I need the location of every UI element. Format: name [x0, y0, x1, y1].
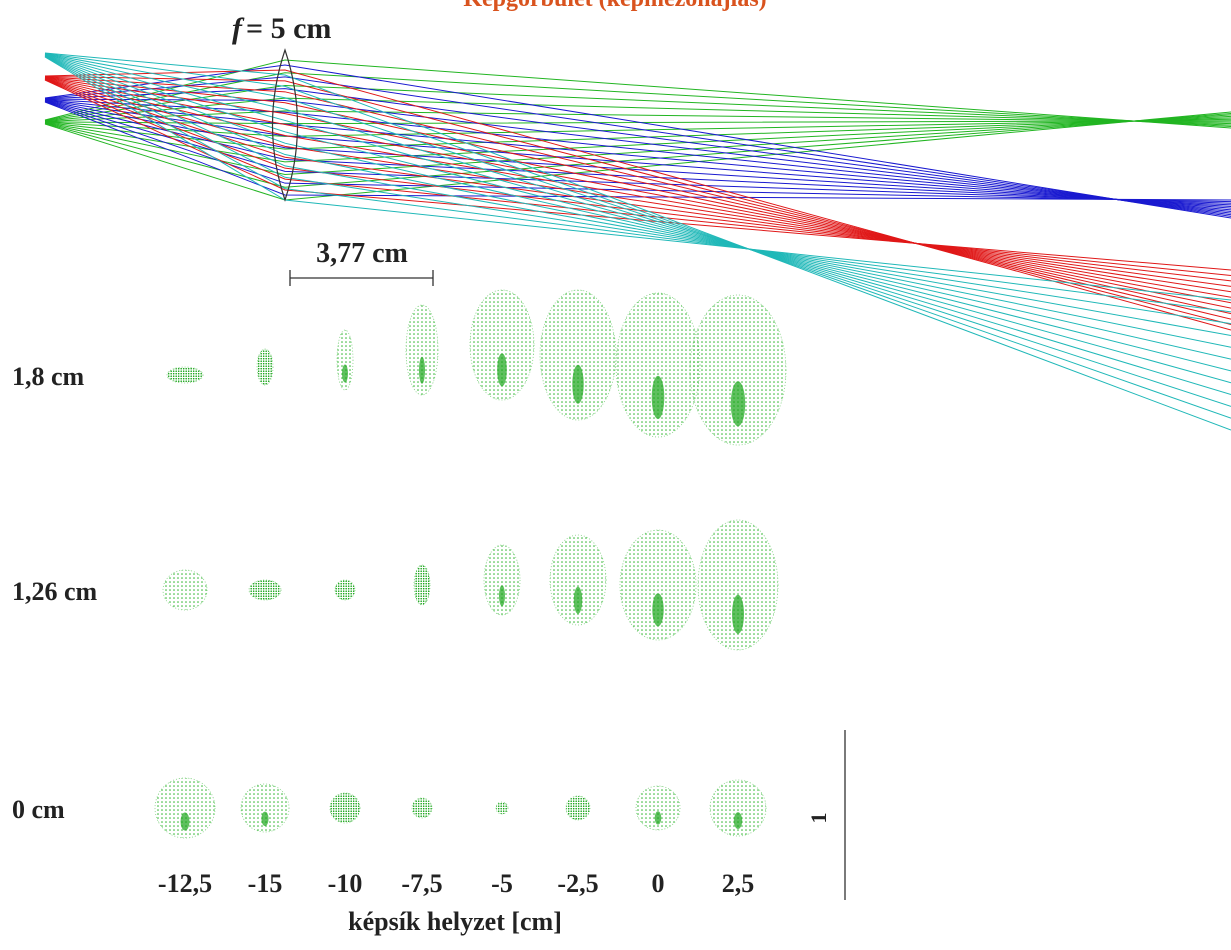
column-label: -5: [491, 869, 513, 898]
diagram: Képgörbület (képmezőhajlás) f= 5 cm 3,77…: [0, 0, 1231, 950]
spot-core: [342, 365, 348, 383]
spot-core: [574, 587, 582, 614]
column-label: -10: [328, 869, 363, 898]
column-label: -7,5: [401, 869, 442, 898]
column-label: -2,5: [557, 869, 598, 898]
spot: [249, 580, 281, 600]
focal-value: = 5 cm: [246, 12, 331, 45]
spot-core: [732, 595, 744, 634]
title: Képgörbület (képmezőhajlás): [463, 0, 766, 12]
spot-core: [731, 381, 745, 426]
spot-core: [734, 812, 742, 829]
column-label: 0: [652, 869, 665, 898]
scale-bar-label: 3,77 cm: [316, 238, 408, 269]
spot-core: [497, 353, 507, 386]
row-label: 0 cm: [12, 795, 65, 824]
spot: [335, 580, 355, 600]
spot-core: [572, 365, 583, 404]
ray: [45, 57, 1231, 300]
axis-label: képsík helyzet [cm]: [348, 907, 562, 936]
column-label: 2,5: [722, 869, 755, 898]
scale-bar: [290, 270, 433, 286]
row-label: 1,8 cm: [12, 362, 85, 391]
spot: [330, 793, 360, 823]
spot: [163, 570, 207, 610]
spot: [412, 798, 432, 818]
spot: [167, 367, 203, 383]
spot-core: [499, 585, 505, 606]
spot: [496, 802, 508, 814]
spot: [257, 349, 273, 385]
column-label: -12,5: [158, 869, 212, 898]
column-label: -15: [248, 869, 283, 898]
spot-core: [655, 811, 662, 824]
lens-label: f= 5 cm: [232, 12, 331, 45]
spot-core: [181, 813, 190, 831]
spot-core: [652, 376, 665, 419]
spot-core: [419, 357, 425, 384]
spot-core: [261, 812, 268, 826]
scale-marker: 1: [806, 813, 831, 824]
spot-core: [652, 593, 663, 626]
spot: [566, 796, 590, 820]
focal-symbol: f: [232, 12, 245, 45]
spot-diagrams: [155, 290, 786, 838]
spot: [414, 565, 430, 605]
row-label: 1,26 cm: [12, 577, 98, 606]
